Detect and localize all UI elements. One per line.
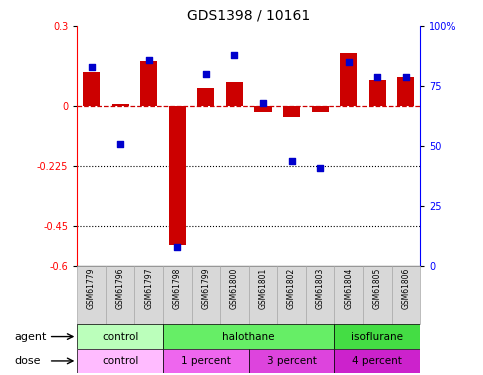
Text: GSM61796: GSM61796 — [115, 268, 125, 309]
Point — [373, 74, 381, 80]
Text: 4 percent: 4 percent — [353, 356, 402, 366]
Point — [316, 165, 324, 171]
Text: GSM61799: GSM61799 — [201, 268, 211, 309]
Title: GDS1398 / 10161: GDS1398 / 10161 — [187, 8, 311, 22]
Text: GSM61805: GSM61805 — [373, 268, 382, 309]
Bar — [255, 106, 271, 112]
Text: isoflurane: isoflurane — [351, 332, 403, 342]
Bar — [398, 77, 414, 106]
Bar — [163, 324, 334, 349]
Text: 3 percent: 3 percent — [267, 356, 316, 366]
Text: GSM61800: GSM61800 — [230, 268, 239, 309]
Text: GSM61806: GSM61806 — [401, 268, 411, 309]
Text: control: control — [102, 356, 138, 366]
Bar — [77, 349, 163, 373]
Point — [88, 64, 96, 70]
Bar — [198, 88, 214, 106]
Text: 1 percent: 1 percent — [181, 356, 231, 366]
Bar — [334, 324, 420, 349]
Bar — [77, 266, 106, 324]
Bar — [163, 349, 249, 373]
Text: GSM61801: GSM61801 — [258, 268, 268, 309]
Bar — [112, 104, 128, 106]
Bar — [249, 266, 277, 324]
Text: dose: dose — [14, 356, 41, 366]
Bar — [283, 106, 300, 117]
Text: GSM61804: GSM61804 — [344, 268, 353, 309]
Bar — [134, 266, 163, 324]
Text: agent: agent — [14, 332, 47, 342]
Point — [230, 52, 238, 58]
Bar — [83, 72, 100, 106]
Point — [202, 71, 210, 77]
Text: GSM61779: GSM61779 — [87, 268, 96, 309]
Text: GSM61802: GSM61802 — [287, 268, 296, 309]
Point — [288, 158, 296, 164]
Point — [345, 59, 353, 65]
Bar — [140, 61, 157, 106]
Bar — [334, 266, 363, 324]
Text: GSM61798: GSM61798 — [173, 268, 182, 309]
Bar — [340, 53, 357, 106]
Bar — [192, 266, 220, 324]
Text: control: control — [102, 332, 138, 342]
Bar — [334, 349, 420, 373]
Point — [173, 244, 181, 250]
Point — [259, 100, 267, 106]
Text: GSM61803: GSM61803 — [316, 268, 325, 309]
Bar — [106, 266, 134, 324]
Bar — [363, 266, 392, 324]
Text: GSM61797: GSM61797 — [144, 268, 153, 309]
Bar — [169, 106, 186, 245]
Point — [145, 57, 153, 63]
Bar — [369, 80, 386, 106]
Bar — [77, 324, 163, 349]
Bar — [277, 266, 306, 324]
Bar — [392, 266, 420, 324]
Bar — [312, 106, 329, 112]
Bar — [163, 266, 192, 324]
Bar — [226, 82, 243, 106]
Bar — [220, 266, 249, 324]
Bar — [249, 349, 334, 373]
Text: halothane: halothane — [223, 332, 275, 342]
Bar — [306, 266, 334, 324]
Point — [116, 141, 124, 147]
Point — [402, 74, 410, 80]
